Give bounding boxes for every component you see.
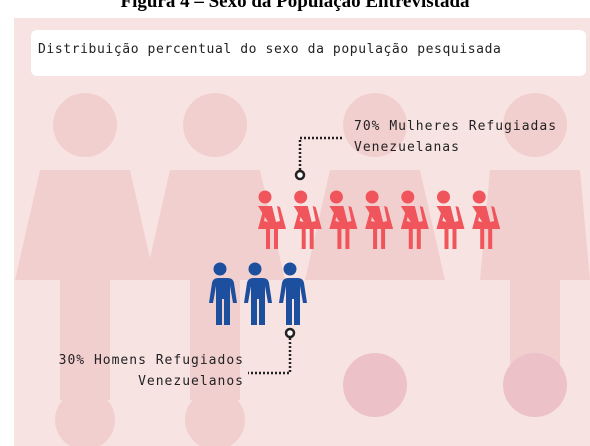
background-silhouettes: [15, 93, 590, 446]
value-label: 70%: [354, 119, 381, 134]
body: [436, 206, 465, 249]
person-icon: [329, 190, 358, 249]
person-icon: [400, 190, 429, 249]
person-icon: [365, 190, 394, 249]
body: [279, 278, 307, 325]
body: [209, 278, 237, 325]
head: [258, 190, 272, 204]
body: [400, 206, 429, 249]
body: [244, 278, 272, 325]
person-icon: [258, 190, 286, 249]
subtitle-box: [31, 30, 586, 76]
value-label: 30%: [58, 353, 86, 368]
category-label: Mulheres Refugiadas Venezuelanas: [354, 119, 558, 155]
label-women: 70% Mulheres Refugiadas Venezuelanas: [354, 116, 557, 158]
figure-title: Figura 4 – Sexo da População Entrevistad…: [120, 0, 470, 12]
person-icon: [436, 190, 465, 249]
category-label: Homens Refugiados Venezuelanos: [93, 353, 244, 389]
head: [472, 190, 486, 204]
person-icon: [279, 262, 307, 325]
person-icon: [293, 190, 322, 249]
head: [294, 190, 308, 204]
connector-dots: [284, 169, 306, 339]
head: [248, 262, 262, 276]
body: [365, 206, 394, 249]
head: [283, 262, 297, 276]
subtitle: Distribuição percentual do sexo da popul…: [38, 42, 502, 57]
head: [213, 262, 227, 276]
person-icon: [472, 190, 501, 249]
head: [401, 190, 415, 204]
head: [437, 190, 450, 204]
connectors: [248, 136, 342, 375]
label-men: 30% Homens Refugiados Venezuelanos: [59, 350, 244, 392]
head: [329, 190, 343, 204]
person-icon: [209, 262, 237, 325]
head: [365, 190, 379, 204]
body: [293, 206, 322, 249]
body: [472, 206, 501, 249]
body: [258, 206, 286, 249]
person-icon: [244, 262, 272, 325]
body: [329, 206, 358, 249]
